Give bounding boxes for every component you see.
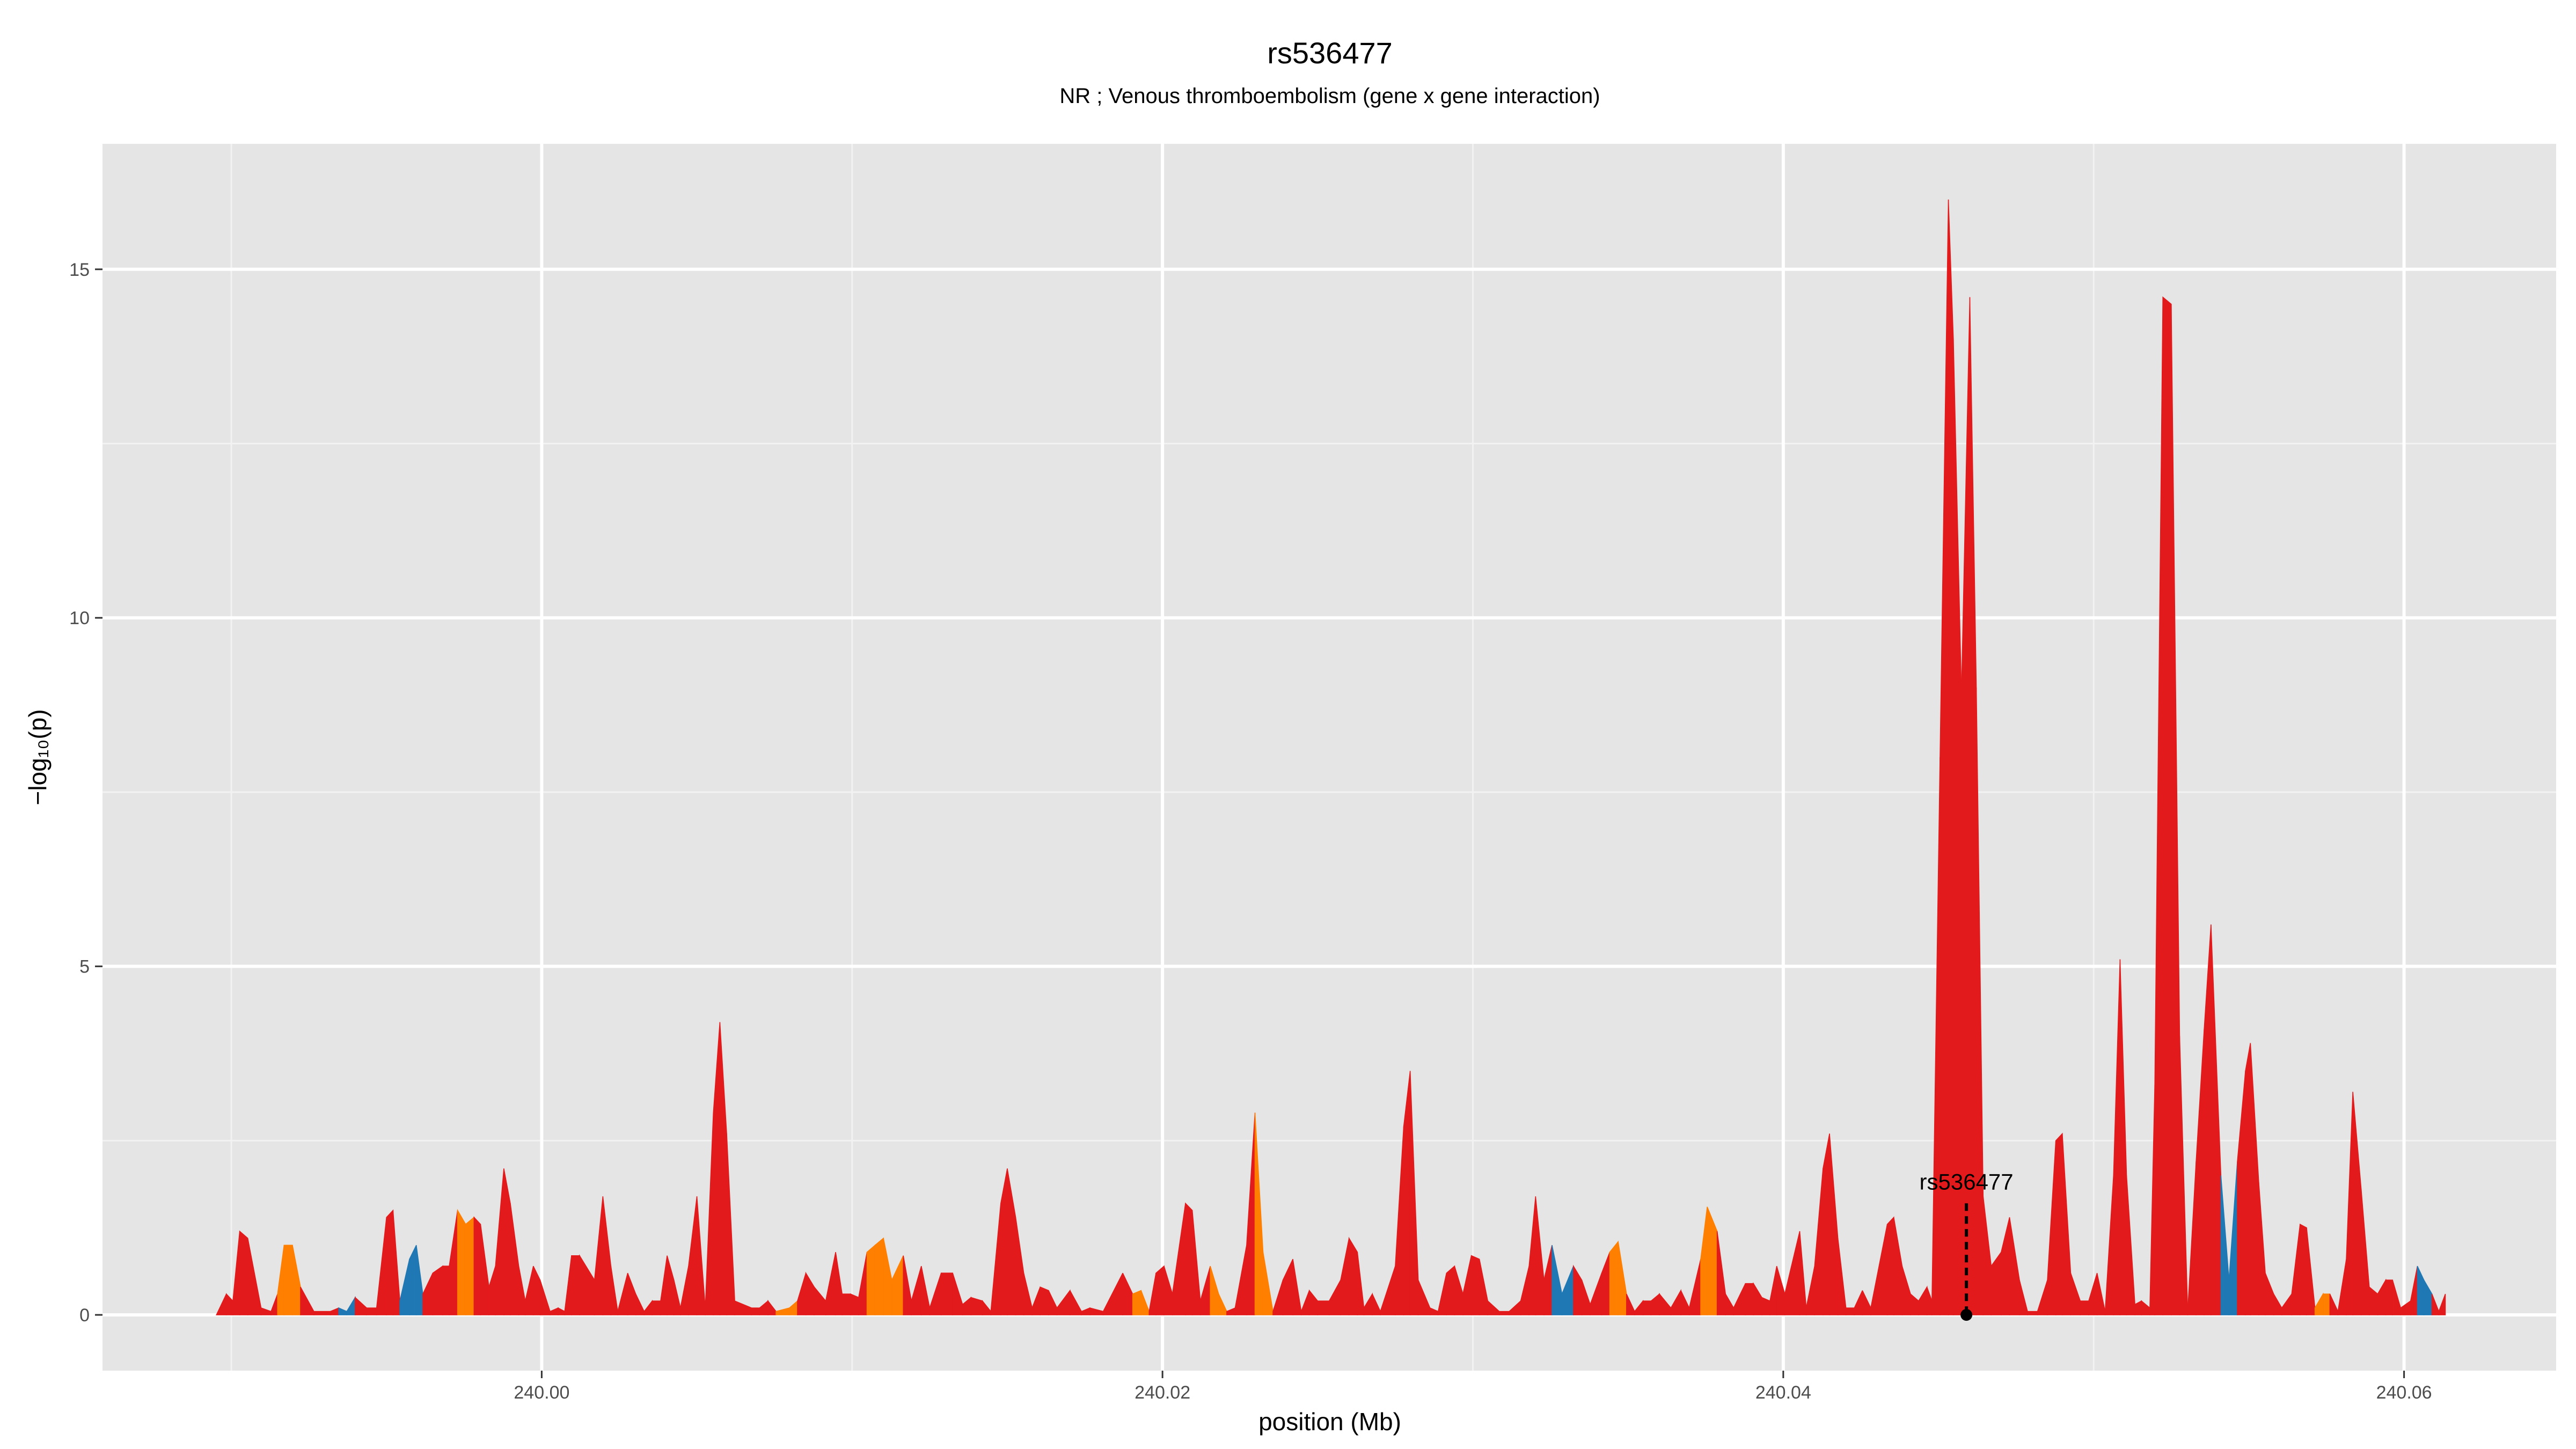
area-segment	[751, 1307, 760, 1315]
area-segment	[1155, 1265, 1165, 1315]
x-tick-label: 240.06	[2376, 1382, 2432, 1403]
area-segment	[1348, 1236, 1358, 1315]
area-segment	[1185, 1202, 1193, 1315]
area-segment	[850, 1293, 859, 1315]
x-axis-title: position (Mb)	[1258, 1408, 1401, 1436]
area-segment	[2245, 1043, 2251, 1315]
area-segment	[1845, 1307, 1855, 1315]
area-segment	[571, 1255, 580, 1315]
area-segment	[432, 1265, 443, 1315]
y-axis-title: −log₁₀(p)	[24, 709, 52, 805]
x-tick-label: 240.04	[1755, 1382, 1811, 1403]
area-segment	[2055, 1132, 2063, 1315]
area-segment	[2385, 1279, 2393, 1315]
area-segment	[1609, 1240, 1619, 1315]
area-segment	[874, 1237, 884, 1315]
y-tick-label: 5	[79, 957, 90, 977]
area-segment	[1948, 199, 1954, 1315]
area-segment	[442, 1265, 450, 1315]
area-series	[216, 199, 2446, 1315]
area-segment	[1642, 1300, 1652, 1315]
area-segment	[457, 1209, 466, 1315]
area-segment	[2322, 1293, 2331, 1315]
area-segment	[313, 1311, 331, 1315]
area-segment	[866, 1244, 876, 1315]
area-segment	[473, 1216, 481, 1315]
area-segment	[239, 1230, 248, 1315]
area-segment	[366, 1307, 377, 1315]
area-segment	[841, 1293, 851, 1315]
area-segment	[2027, 1311, 2038, 1315]
area-segment	[2438, 1293, 2446, 1315]
area-segment	[2162, 296, 2172, 1315]
area-segment	[652, 1300, 661, 1315]
area-segment	[1470, 1255, 1480, 1315]
area-segment	[1498, 1311, 1510, 1315]
area-segment	[1132, 1290, 1141, 1315]
area-segment	[1761, 1297, 1770, 1315]
x-tick-label: 240.00	[514, 1382, 569, 1403]
area-segment	[2080, 1300, 2089, 1315]
area-segment	[283, 1245, 293, 1315]
area-segment	[1317, 1300, 1330, 1315]
highlight-point	[1960, 1309, 1973, 1321]
chart-title: rs536477	[1267, 36, 1393, 70]
area-segment	[465, 1216, 475, 1315]
area-segment	[1745, 1283, 1754, 1315]
highlight-marker: rs536477	[1920, 1169, 2014, 1321]
area-segment	[1886, 1216, 1894, 1315]
area-segment	[1040, 1286, 1049, 1315]
y-axis-ticks: 0 5 10 15	[69, 260, 103, 1326]
area-segment	[386, 1209, 394, 1315]
chart-subtitle: NR ; Venous thromboembolism (gene x gene…	[1059, 84, 1600, 108]
area-segment	[1446, 1265, 1455, 1315]
area-segment	[941, 1272, 953, 1315]
x-tick-label: 240.02	[1135, 1382, 1190, 1403]
highlight-label: rs536477	[1920, 1169, 2014, 1194]
y-tick-label: 10	[69, 608, 90, 628]
x-axis-ticks: 240.00 240.02 240.04 240.06	[514, 1371, 2432, 1403]
area-segment	[2300, 1223, 2307, 1315]
y-tick-label: 0	[79, 1305, 90, 1326]
area-segment	[970, 1297, 983, 1315]
y-tick-label: 15	[69, 260, 90, 280]
plot-panel	[103, 144, 2556, 1371]
